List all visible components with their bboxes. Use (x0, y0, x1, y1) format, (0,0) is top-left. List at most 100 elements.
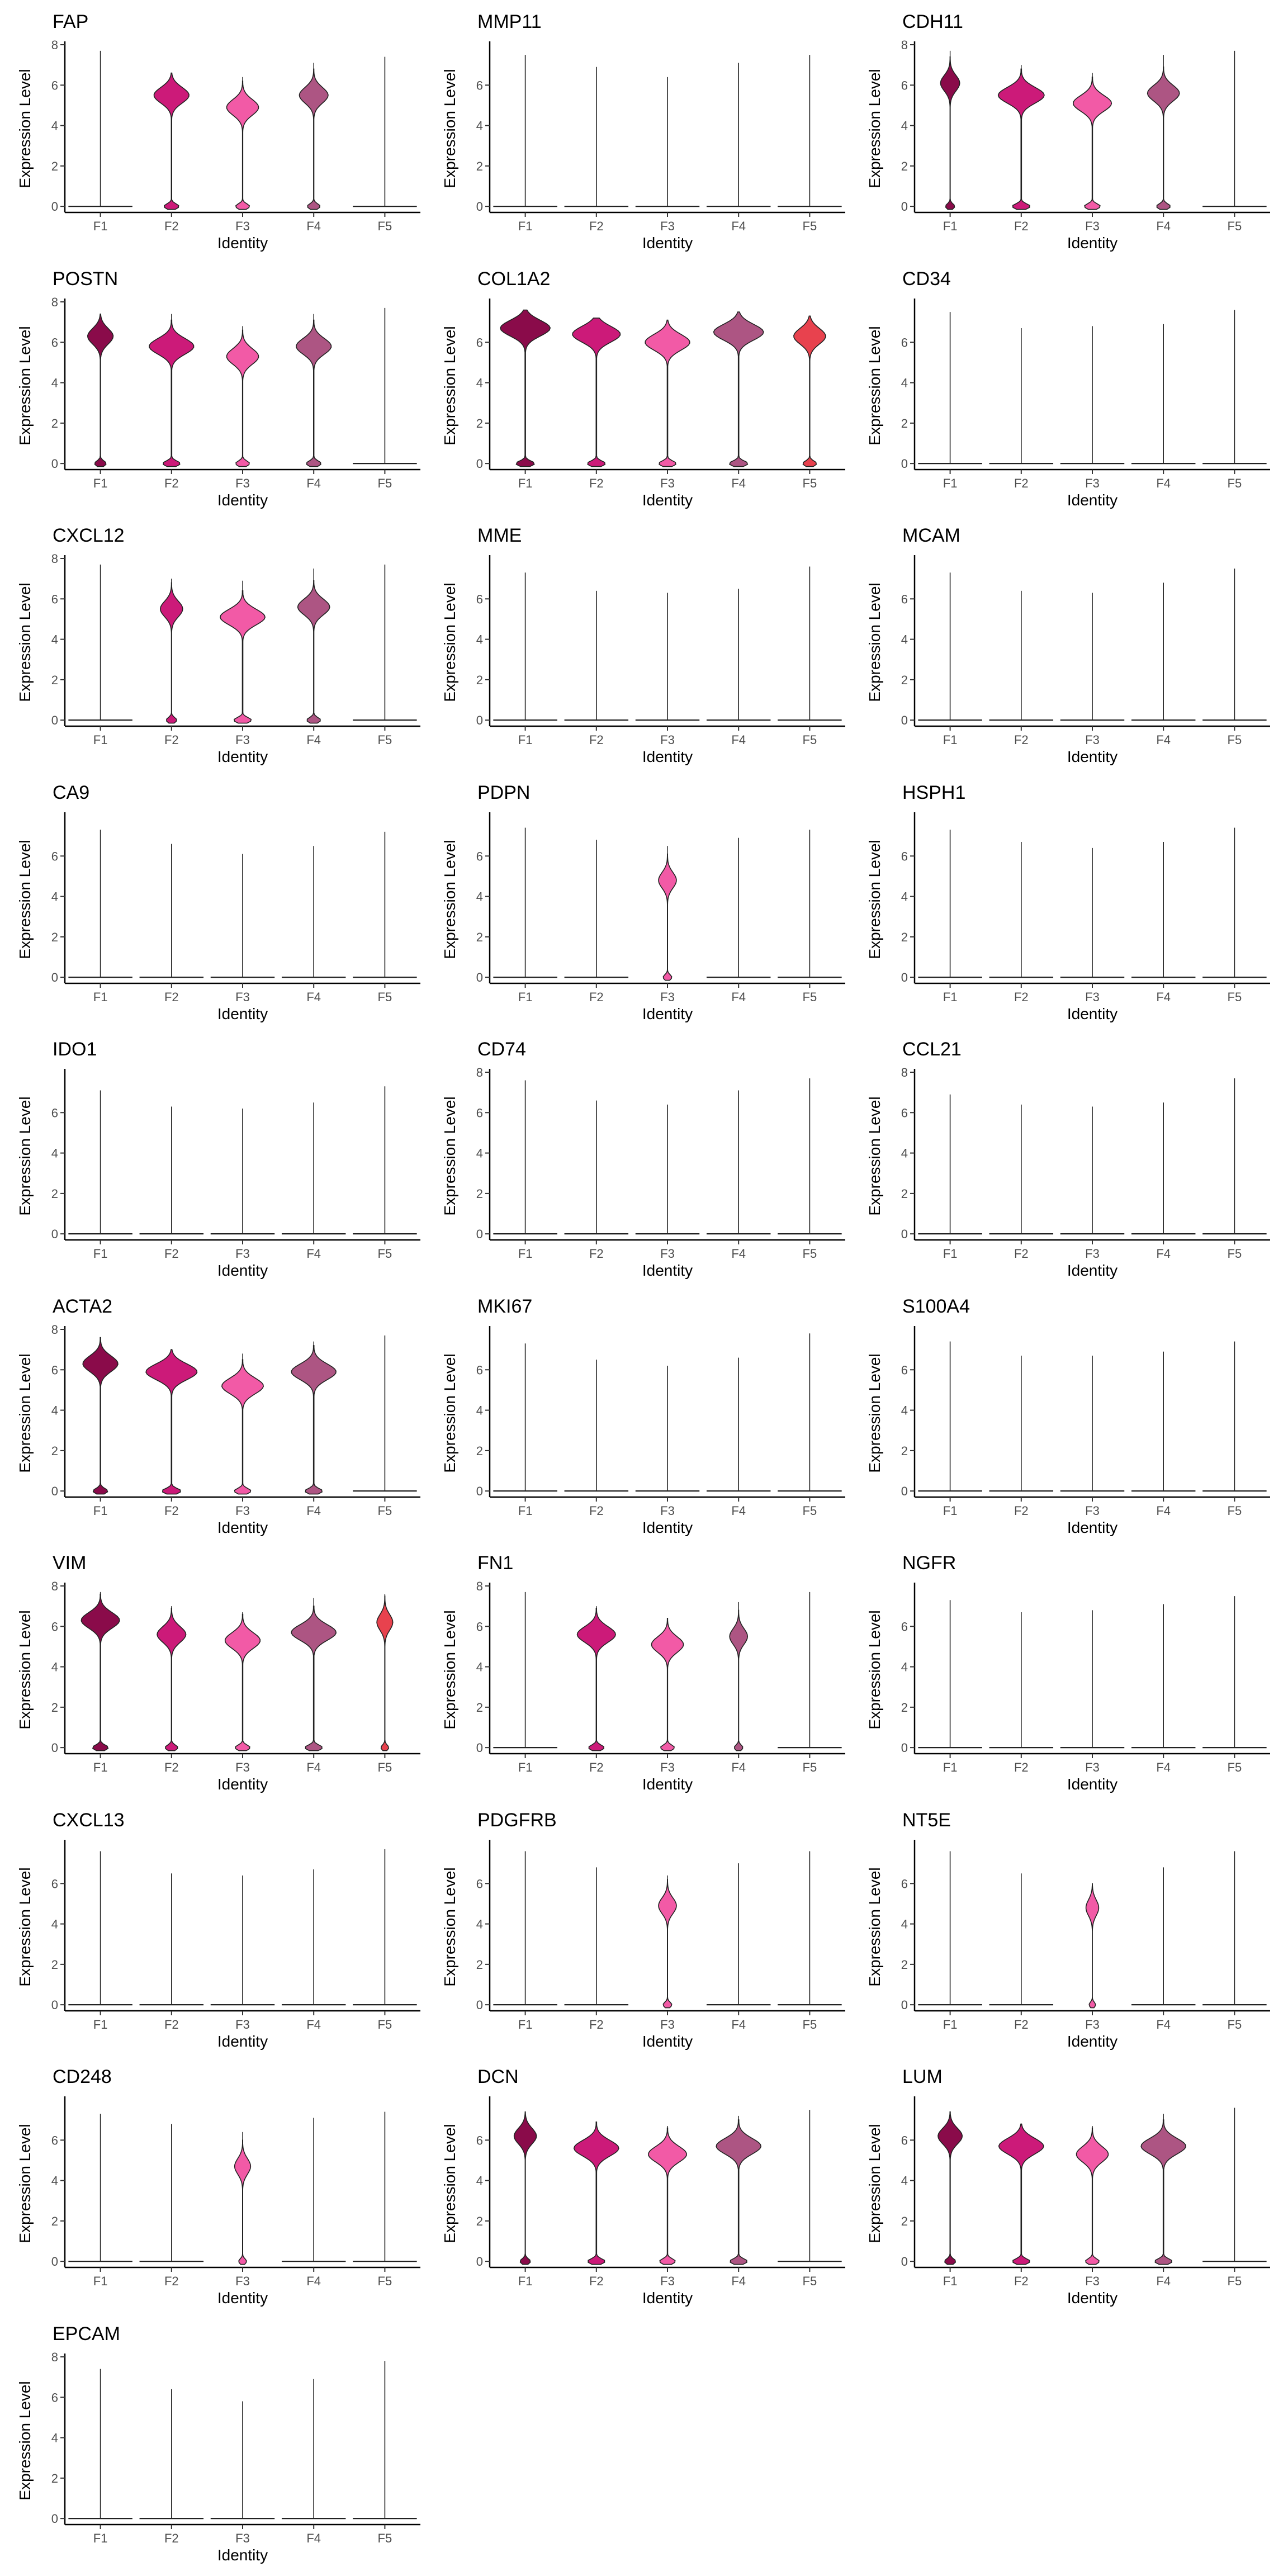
violin-f2 (153, 72, 190, 210)
x-tick-label: F5 (1228, 476, 1242, 490)
x-tick-label: F4 (1156, 1247, 1171, 1261)
x-tick-label: F3 (235, 1247, 250, 1261)
panel-plot: VIM 0 2 4 6 8 F1 F2 F3 F4 F5 Identity Expression Lev… (16, 1552, 420, 1793)
x-tick-label: F4 (731, 1504, 746, 1518)
violin-panel-hsph1: HSPH1 0 2 4 6 F1 F2 F3 F4 F5 Identity Expression Le… (854, 776, 1284, 1034)
x-tick-label: F4 (306, 1247, 321, 1261)
x-tick-label: F2 (164, 476, 179, 490)
y-tick-label: 0 (476, 457, 483, 471)
y-tick-label: 4 (901, 1147, 908, 1161)
x-tick-label: F3 (660, 1760, 675, 1774)
violin-panel-ngfr: NGFR 0 2 4 6 F1 F2 F3 F4 F5 Identity Expression Lev… (854, 1547, 1284, 1804)
violin-f1 (940, 56, 960, 210)
y-tick-label: 0 (51, 1484, 58, 1498)
violin-f1 (87, 313, 114, 467)
x-tick-label: F2 (589, 1504, 604, 1518)
y-axis-label: Expression Level (441, 840, 458, 959)
y-tick-label: 2 (51, 673, 58, 687)
y-tick-label: 2 (476, 1443, 483, 1457)
y-tick-label: 4 (476, 119, 483, 133)
violin-f2 (157, 1608, 187, 1751)
y-tick-label: 2 (476, 2214, 483, 2228)
panel-plot: MME 0 2 4 6 F1 F2 F3 F4 F5 Identity Expression Leve… (441, 525, 845, 765)
x-tick-label: F2 (164, 2018, 179, 2032)
x-tick-label: F4 (731, 733, 746, 747)
violin-panel-mmp11: MMP11 0 2 4 6 F1 F2 F3 F4 F5 Identity Expression Le… (429, 6, 859, 263)
violin-panel-ca9: CA9 0 2 4 6 F1 F2 F3 F4 F5 Identity Expression Leve… (4, 776, 434, 1034)
panel-plot: FN1 0 2 4 6 8 F1 F2 F3 F4 F5 Identity Expression Lev… (441, 1552, 845, 1793)
violin-panel-cd248: CD248 0 2 4 6 F1 F2 F3 F4 F5 Identity Expression Le… (4, 2061, 434, 2318)
y-tick-label: 6 (901, 1363, 908, 1377)
y-tick-label: 4 (476, 1660, 483, 1674)
y-tick-label: 6 (51, 1106, 58, 1120)
x-tick-label: F1 (943, 733, 958, 747)
y-tick-label: 4 (51, 2431, 58, 2445)
panel-title: LUM (902, 2066, 943, 2087)
x-tick-label: F3 (235, 1504, 250, 1518)
x-tick-label: F3 (1085, 219, 1100, 233)
x-tick-label: F1 (943, 1504, 958, 1518)
x-tick-label: F4 (731, 219, 746, 233)
y-axis-label: Expression Level (16, 1096, 34, 1215)
y-tick-label: 8 (51, 1323, 58, 1337)
y-tick-label: 2 (476, 673, 483, 687)
panel-plot: COL1A2 0 2 4 6 F1 F2 F3 F4 F5 Identity Expression L… (441, 268, 845, 509)
x-axis-label: Identity (1067, 1519, 1117, 1536)
x-axis-label: Identity (217, 234, 268, 252)
y-axis-label: Expression Level (16, 840, 34, 959)
violin-panel-cxcl12: CXCL12 0 2 4 6 8 F1 F2 F3 F4 F5 Identity Expression … (4, 519, 434, 776)
y-tick-label: 2 (51, 1957, 58, 1971)
x-tick-label: F4 (306, 2531, 321, 2545)
x-axis-label: Identity (1067, 234, 1117, 252)
y-tick-label: 4 (476, 633, 483, 647)
panel-plot: HSPH1 0 2 4 6 F1 F2 F3 F4 F5 Identity Expression Le… (866, 782, 1270, 1022)
x-tick-label: F5 (378, 2531, 392, 2545)
x-tick-label: F2 (589, 990, 604, 1004)
y-axis-label: Expression Level (866, 326, 883, 445)
y-tick-label: 6 (901, 592, 908, 606)
panel-title: NT5E (902, 1810, 951, 1831)
y-tick-label: 4 (476, 376, 483, 390)
x-tick-label: F3 (660, 219, 675, 233)
y-tick-label: 4 (476, 1917, 483, 1931)
y-tick-label: 8 (51, 295, 58, 309)
x-axis-label: Identity (217, 2033, 268, 2050)
panel-plot: CDH11 0 2 4 6 8 F1 F2 F3 F4 F5 Identity Expression L… (866, 11, 1270, 252)
panel-title: PDPN (477, 782, 530, 803)
panel-plot: POSTN 0 2 4 6 8 F1 F2 F3 F4 F5 Identity Expression L… (16, 268, 420, 509)
violin-f2 (572, 317, 621, 467)
panel-plot: EPCAM 0 2 4 6 8 F1 F2 F3 F4 F5 Identity Expression L… (16, 2323, 420, 2564)
y-tick-label: 6 (476, 849, 483, 863)
y-tick-label: 2 (901, 1443, 908, 1457)
x-tick-label: F3 (235, 733, 250, 747)
panel-plot: MKI67 0 2 4 6 F1 F2 F3 F4 F5 Identity Expression Le… (441, 1296, 845, 1536)
y-tick-label: 2 (51, 1701, 58, 1715)
violin-f3 (648, 2127, 687, 2265)
y-tick-label: 0 (476, 1741, 483, 1755)
y-tick-label: 0 (476, 1998, 483, 2012)
x-tick-label: F3 (660, 733, 675, 747)
y-tick-label: 4 (51, 2174, 58, 2188)
violin-f5 (793, 315, 826, 467)
x-tick-label: F3 (235, 990, 250, 1004)
y-tick-label: 0 (476, 200, 483, 214)
x-tick-label: F1 (943, 2274, 958, 2288)
x-tick-label: F2 (1014, 1760, 1029, 1774)
y-tick-label: 6 (51, 2133, 58, 2147)
x-tick-label: F3 (1085, 990, 1100, 1004)
y-axis-label: Expression Level (16, 583, 34, 702)
panel-title: PDGFRB (477, 1810, 557, 1831)
panel-plot: PDGFRB 0 2 4 6 F1 F2 F3 F4 F5 Identity Expression L… (441, 1810, 845, 2050)
x-tick-label: F5 (803, 2274, 817, 2288)
x-tick-label: F2 (164, 219, 179, 233)
x-tick-label: F5 (378, 219, 392, 233)
x-tick-label: F5 (1228, 1504, 1242, 1518)
x-axis-label: Identity (217, 1775, 268, 1793)
violin-panel-pdpn: PDPN 0 2 4 6 F1 F2 F3 F4 F5 Identity Expression Lev… (429, 776, 859, 1034)
y-tick-label: 0 (901, 200, 908, 214)
panel-title: NGFR (902, 1552, 956, 1574)
x-tick-label: F5 (803, 2018, 817, 2032)
violin-panel-cd74: CD74 0 2 4 6 8 F1 F2 F3 F4 F5 Identity Expression Le… (429, 1033, 859, 1290)
y-tick-label: 8 (476, 1579, 483, 1593)
y-tick-label: 0 (51, 1227, 58, 1241)
